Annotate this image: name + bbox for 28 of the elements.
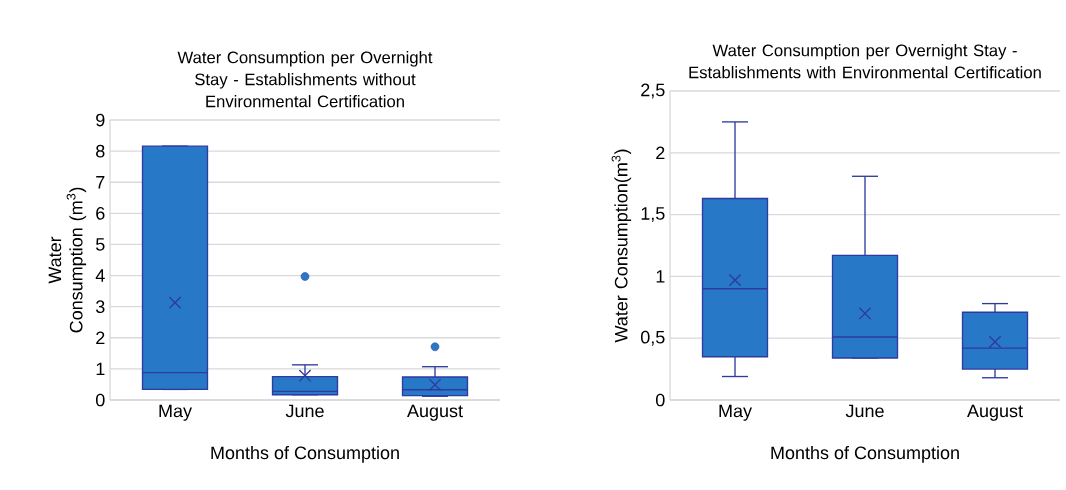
y-tick-label: 7 xyxy=(96,176,105,189)
y-tick-label: 2 xyxy=(656,146,665,160)
y-tick-label: 6 xyxy=(96,206,105,220)
x-axis-title: Months of Consumption xyxy=(211,445,399,463)
y-tick-label: 2,5 xyxy=(641,83,665,99)
x-axis-title: Months of Consumption xyxy=(771,445,959,463)
y-tick-label: 2 xyxy=(96,331,105,345)
chart-title: Water Consumption per Overnight Stay - Establishments with Environmental Certification xyxy=(689,44,1041,79)
y-tick-label: 0 xyxy=(96,393,105,407)
y-axis-title: Water Consumption (m$^{3}$) xyxy=(48,187,87,333)
y-tick-label: 0,5 xyxy=(640,330,665,346)
y-tick-label: 3 xyxy=(95,300,105,314)
y-tick-label: 1,5 xyxy=(641,207,665,222)
x-tick-label: May xyxy=(719,404,752,421)
y-tick-label: 0 xyxy=(656,393,665,407)
y-tick-label: 5 xyxy=(96,238,105,251)
x-tick-label: August xyxy=(967,404,1023,421)
y-tick-label: 8 xyxy=(96,144,105,158)
y-axis-title: Water Consumption(m$^{3}$) xyxy=(611,149,632,343)
y-tick-label: 1 xyxy=(656,270,665,283)
x-tick-label: May xyxy=(159,404,192,421)
x-tick-label: August xyxy=(407,404,463,421)
x-tick-label: June xyxy=(845,404,884,418)
x-tick-label: June xyxy=(285,404,324,418)
y-tick-label: 4 xyxy=(95,269,105,282)
y-tick-label: 9 xyxy=(96,113,105,127)
y-tick-label: 1 xyxy=(96,362,105,376)
chart-title: Water Consumption per Overnight Stay - Establishments without Environmental Certification xyxy=(177,51,433,108)
